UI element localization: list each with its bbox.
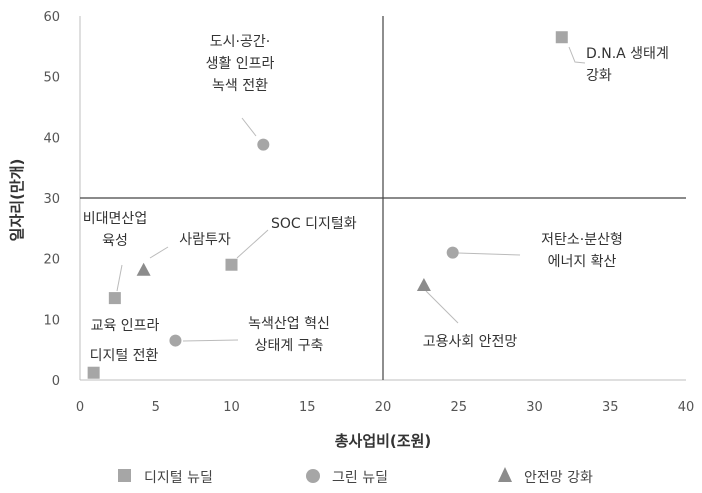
- point-label: 디지털 전환: [90, 348, 159, 364]
- point-label-line: 사람투자: [179, 232, 231, 248]
- y-tick-label: 30: [43, 192, 60, 207]
- point-label-line: 육성: [102, 233, 128, 249]
- point-label: 교육 인프라: [91, 318, 160, 334]
- leader-line: [425, 290, 459, 324]
- x-tick-label: 25: [450, 400, 467, 415]
- x-tick-labels: 0 5 10 15 20 25 30 35 40: [76, 400, 694, 415]
- data-points: [87, 31, 568, 379]
- y-tick-label: 10: [43, 313, 60, 328]
- point-label-line: 도시·공간·: [210, 34, 270, 50]
- legend-label: 디지털 뉴딜: [144, 470, 213, 486]
- x-tick-label: 15: [299, 400, 316, 415]
- circle-marker: [257, 138, 270, 151]
- point-label-line: 저탄소·분산형: [541, 232, 623, 248]
- point-label-line: D.N.A 생태계: [586, 46, 669, 62]
- y-tick-labels: 0 10 20 30 40 50 60: [43, 10, 60, 389]
- reference-lines: [80, 16, 686, 380]
- point-label-line: 강화: [586, 68, 612, 84]
- circle-marker: [446, 246, 459, 259]
- leader-line: [116, 264, 123, 292]
- x-tick-label: 40: [678, 400, 695, 415]
- point-label-line: 에너지 확산: [548, 254, 617, 270]
- y-tick-label: 20: [43, 253, 60, 268]
- legend-square-icon: [118, 469, 131, 482]
- leader-line: [182, 339, 239, 342]
- leader-line: [568, 46, 586, 64]
- leader-line: [241, 117, 257, 137]
- leader-line: [236, 229, 269, 259]
- point-label-line: 생활 인프라: [206, 56, 275, 72]
- point-label-line: SOC 디지털화: [271, 216, 357, 232]
- y-axis-title: 일자리(만개): [8, 159, 26, 242]
- x-tick-label: 30: [526, 400, 543, 415]
- point-label-line: 상태계 구축: [255, 338, 324, 354]
- legend: 디지털 뉴딜 그린 뉴딜 안전망 강화: [118, 467, 593, 486]
- point-label: 고용사회 안전망: [423, 334, 518, 350]
- legend-label: 그린 뉴딜: [332, 470, 388, 486]
- legend-triangle-icon: [498, 467, 512, 482]
- square-marker: [108, 292, 121, 305]
- x-tick-label: 35: [602, 400, 619, 415]
- y-tick-label: 50: [43, 71, 60, 86]
- point-label-line: 디지털 전환: [90, 348, 159, 364]
- legend-circle-icon: [306, 469, 320, 483]
- y-tick-label: 60: [43, 10, 60, 25]
- square-marker: [225, 258, 238, 271]
- y-tick-label: 40: [43, 131, 60, 146]
- square-marker: [555, 31, 568, 44]
- point-label-line: 교육 인프라: [91, 318, 160, 334]
- legend-label: 안전망 강화: [524, 470, 593, 486]
- leader-line: [457, 252, 521, 256]
- circle-marker: [169, 334, 182, 347]
- square-marker: [87, 366, 100, 379]
- x-tick-label: 0: [76, 400, 84, 415]
- leader-line: [149, 246, 169, 259]
- point-label-line: 비대면산업: [83, 211, 147, 227]
- y-tick-label: 0: [52, 374, 60, 389]
- triangle-marker: [136, 262, 151, 276]
- point-label-line: 녹색산업 혁신: [248, 316, 330, 332]
- leader-lines: [116, 46, 586, 342]
- point-label-line: 고용사회 안전망: [423, 334, 518, 350]
- triangle-marker: [416, 277, 431, 291]
- point-label: SOC 디지털화: [271, 216, 357, 232]
- point-label-line: 녹색 전환: [212, 78, 268, 94]
- x-tick-label: 20: [375, 400, 392, 415]
- x-tick-label: 10: [223, 400, 240, 415]
- x-axis-title: 총사업비(조원): [335, 432, 432, 450]
- x-tick-label: 5: [152, 400, 160, 415]
- point-label: 사람투자: [179, 232, 231, 248]
